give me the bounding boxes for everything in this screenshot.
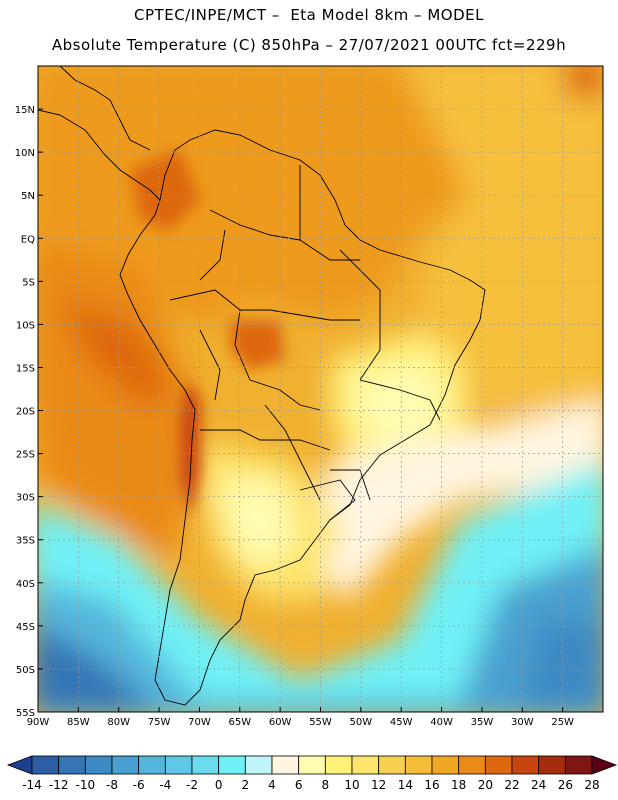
lat-tick-label: 15N bbox=[15, 105, 35, 116]
colorbar-label: 22 bbox=[504, 778, 519, 792]
colorbar: -14 -12 -10 -8 -6 -4 -2 0 2 4 6 8 10 12 14 16 18 20 22 24 26… bbox=[6, 755, 618, 792]
colorbar-label: 0 bbox=[215, 778, 223, 792]
lon-tick-label: 40W bbox=[430, 717, 453, 728]
colorbar-swatch bbox=[378, 755, 406, 775]
colorbar-swatch bbox=[31, 755, 60, 775]
lat-tick-label: 25S bbox=[16, 450, 35, 461]
colorbar-min-arrow bbox=[6, 755, 33, 775]
lat-tick-label: 40S bbox=[16, 579, 35, 590]
lon-tick-label: 50W bbox=[350, 717, 373, 728]
map-subtitle: Absolute Temperature (C) 850hPa – 27/07/… bbox=[51, 36, 567, 54]
colorbar-label: -14 bbox=[22, 778, 42, 792]
lat-tick-label: 10S bbox=[16, 320, 35, 331]
lat-tick-label: 45S bbox=[16, 622, 35, 633]
colorbar-swatch bbox=[351, 755, 380, 775]
lat-tick-label: 10N bbox=[15, 148, 35, 159]
lat-tick-label: 15S bbox=[16, 363, 35, 374]
lat-tick-label: 50S bbox=[16, 665, 35, 676]
colorbar-label: 18 bbox=[451, 778, 466, 792]
colorbar-swatch bbox=[191, 755, 220, 775]
lat-tick-label: 35S bbox=[16, 536, 35, 547]
colorbar-swatch bbox=[298, 755, 326, 775]
lat-tick-label: 20S bbox=[16, 407, 35, 418]
colorbar-swatch bbox=[458, 755, 486, 775]
colorbar-swatch bbox=[484, 755, 513, 775]
lon-tick-label: 85W bbox=[67, 717, 90, 728]
lon-tick-label: 70W bbox=[188, 717, 211, 728]
colorbar-label: 20 bbox=[478, 778, 493, 792]
lon-tick-label: 80W bbox=[107, 717, 130, 728]
colorbar-max-arrow bbox=[591, 755, 618, 775]
map-grid bbox=[38, 66, 603, 712]
colorbar-swatch bbox=[138, 755, 166, 775]
longitude-axis: 90W 85W 80W 75W 70W 65W 60W 55W 50W 45W 40W 35W 30W 2… bbox=[27, 707, 574, 728]
latitude-axis: 15N 10N 5N EQ 5S 10S 15S 20S 25S 30S 35S 40S 45S 50S 5… bbox=[15, 105, 43, 719]
lat-tick-label: 30S bbox=[16, 493, 35, 504]
colorbar-label: -6 bbox=[133, 778, 145, 792]
lon-tick-label: 90W bbox=[27, 717, 50, 728]
lat-tick-label: 5N bbox=[21, 191, 35, 202]
lon-tick-label: 30W bbox=[511, 717, 534, 728]
colorbar-label: 4 bbox=[268, 778, 276, 792]
colorbar-label: 10 bbox=[344, 778, 359, 792]
colorbar-swatch bbox=[511, 755, 540, 775]
colorbar-label: 6 bbox=[295, 778, 303, 792]
colorbar-label: -8 bbox=[106, 778, 118, 792]
lat-tick-label: 55S bbox=[16, 708, 35, 719]
colorbar-swatch bbox=[58, 755, 86, 775]
colorbar-swatch bbox=[111, 755, 140, 775]
colorbar-label: 8 bbox=[322, 778, 330, 792]
colorbar-swatch bbox=[538, 755, 566, 775]
coastline bbox=[38, 66, 486, 706]
colorbar-label: 14 bbox=[398, 778, 413, 792]
colorbar-label: -12 bbox=[49, 778, 69, 792]
colorbar-swatch bbox=[404, 755, 433, 775]
colorbar-swatch bbox=[164, 755, 193, 775]
lon-tick-label: 25W bbox=[551, 717, 574, 728]
lon-tick-label: 45W bbox=[390, 717, 413, 728]
colorbar-label: 12 bbox=[371, 778, 386, 792]
colorbar-swatch bbox=[271, 755, 300, 775]
colorbar-swatch bbox=[218, 755, 246, 775]
colorbar-label: 26 bbox=[558, 778, 573, 792]
colorbar-label: 28 bbox=[584, 778, 599, 792]
lat-tick-label: EQ bbox=[21, 234, 35, 245]
colorbar-label: 24 bbox=[531, 778, 546, 792]
colorbar-swatch bbox=[564, 755, 593, 775]
colorbar-label: -2 bbox=[186, 778, 198, 792]
lon-tick-label: 75W bbox=[148, 717, 171, 728]
colorbar-label: -10 bbox=[76, 778, 96, 792]
colorbar-label: -4 bbox=[159, 778, 171, 792]
colorbar-label: 16 bbox=[424, 778, 439, 792]
lon-tick-label: 60W bbox=[269, 717, 292, 728]
lon-tick-label: 35W bbox=[471, 717, 494, 728]
colorbar-swatch bbox=[324, 755, 353, 775]
map-title: CPTEC/INPE/MCT – Eta Model 8km – MODEL bbox=[134, 6, 484, 24]
colorbar-swatch bbox=[431, 755, 460, 775]
colorbar-label: 2 bbox=[242, 778, 250, 792]
lon-tick-label: 55W bbox=[309, 717, 332, 728]
colorbar-swatch bbox=[244, 755, 273, 775]
colorbar-swatch bbox=[84, 755, 113, 775]
lon-tick-label: 65W bbox=[228, 717, 251, 728]
temperature-field bbox=[38, 66, 603, 712]
lat-tick-label: 5S bbox=[22, 277, 35, 288]
